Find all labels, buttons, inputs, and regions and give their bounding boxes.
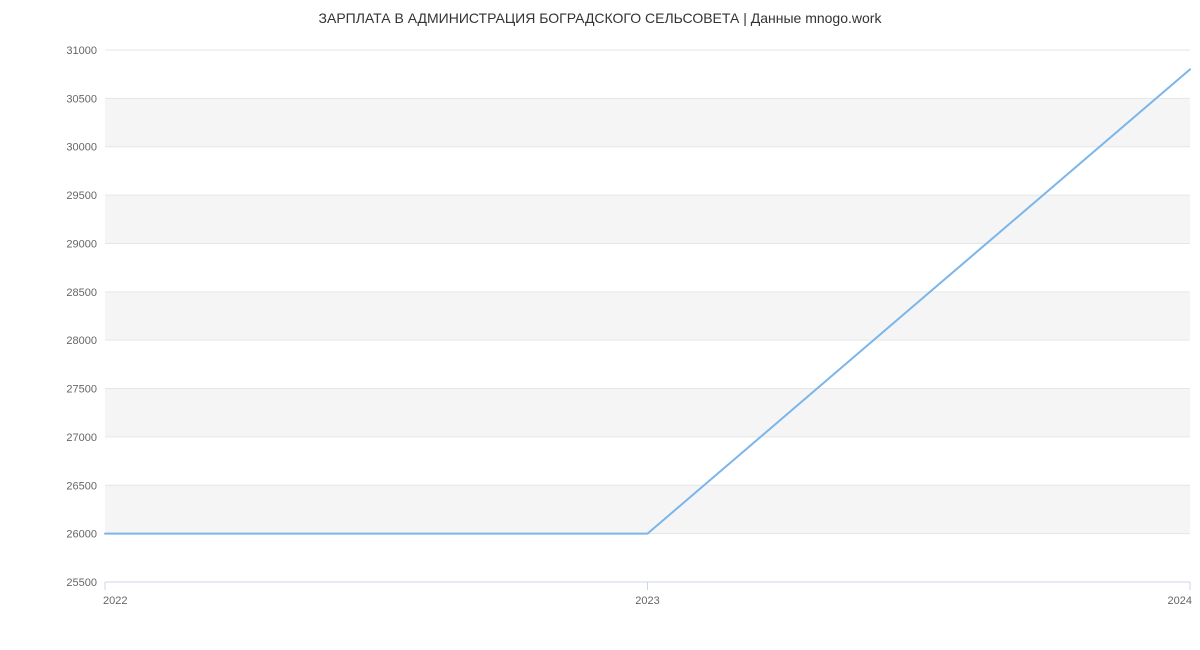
x-tick-label: 2022 [103,595,127,607]
plot-band [105,485,1190,533]
plot-band [105,389,1190,437]
x-tick-label: 2023 [635,595,659,607]
plot-band [105,195,1190,243]
y-tick-label: 31000 [66,45,97,57]
plot-band [105,292,1190,340]
chart-svg: 25500 26000 26500 27000 27500 28000 28500 29000… [0,0,1200,650]
chart-title: ЗАРПЛАТА В АДМИНИСТРАЦИЯ БОГРАДСКОГО СЕЛ… [0,10,1200,26]
y-tick-label: 29500 [66,190,97,202]
plot-band [105,98,1190,146]
y-tick-label: 30000 [66,142,97,154]
y-tick-label: 26000 [66,529,97,541]
salary-chart: ЗАРПЛАТА В АДМИНИСТРАЦИЯ БОГРАДСКОГО СЕЛ… [0,0,1200,650]
y-tick-label: 26500 [66,480,97,492]
y-tick-label: 27000 [66,432,97,444]
y-tick-label: 29000 [66,238,97,250]
y-tick-label: 30500 [66,93,97,105]
y-tick-label: 28500 [66,287,97,299]
y-tick-label: 28000 [66,335,97,347]
x-tick-label: 2024 [1168,595,1192,607]
y-tick-label: 27500 [66,384,97,396]
y-tick-label: 25500 [66,577,97,589]
